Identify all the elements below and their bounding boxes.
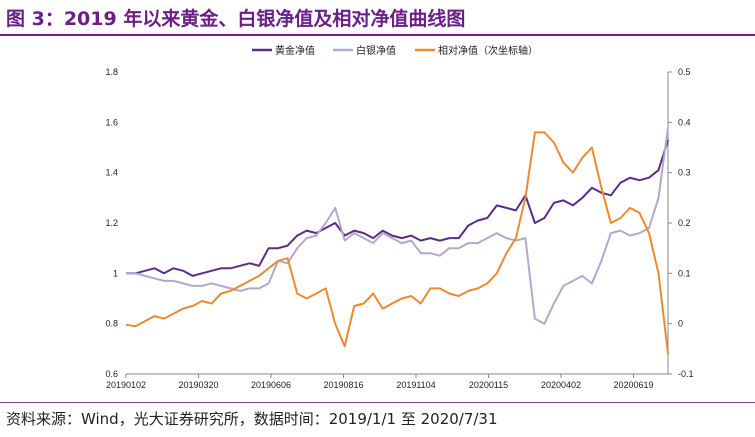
left-y-tick-label: 0.8 bbox=[105, 319, 118, 329]
footer-divider bbox=[0, 402, 755, 403]
x-tick-label: 20190816 bbox=[323, 380, 363, 390]
line-chart: 黄金净值 白银净值 相对净值（次坐标轴） 0.6 0.8 1 1.2 1.4 1.6 1.8 -0… bbox=[105, 44, 693, 390]
title-divider bbox=[0, 34, 755, 36]
source-note: 资料来源：Wind，光大证券研究所，数据时间：2019/1/1 至 2020/7… bbox=[6, 410, 498, 428]
legend-label-3: 相对净值（次坐标轴） bbox=[438, 44, 538, 57]
left-y-tick-label: 1.8 bbox=[105, 67, 118, 77]
left-y-tick-label: 1.6 bbox=[105, 117, 118, 127]
right-y-tick-label: 0.3 bbox=[678, 168, 691, 178]
legend-label-2: 白银净值 bbox=[356, 44, 396, 57]
right-y-tick-label: 0.1 bbox=[678, 268, 691, 278]
x-tick-label: 20190606 bbox=[251, 380, 291, 390]
figure-title: 图 3：2019 年以来黄金、白银净值及相对净值曲线图 bbox=[6, 8, 466, 30]
x-tick-label: 20190102 bbox=[106, 380, 146, 390]
chart-series bbox=[125, 127, 669, 355]
chart-legend: 黄金净值 白银净值 相对净值（次坐标轴） bbox=[252, 44, 538, 57]
series-line-2 bbox=[126, 127, 669, 325]
left-y-tick-label: 1.4 bbox=[105, 168, 118, 178]
left-y-tick-label: 1.2 bbox=[105, 218, 118, 228]
x-tick-label: 20190320 bbox=[178, 380, 218, 390]
series-line-3 bbox=[125, 131, 669, 355]
x-tick-label: 20191104 bbox=[396, 380, 435, 390]
right-y-tick-label: 0.2 bbox=[678, 218, 691, 228]
right-y-tick-label: 0.4 bbox=[678, 117, 691, 127]
legend-label-1: 黄金净值 bbox=[275, 44, 315, 57]
x-tick-label: 20200402 bbox=[541, 380, 581, 390]
series-line-1 bbox=[126, 139, 669, 277]
chart-axes: 0.6 0.8 1 1.2 1.4 1.6 1.8 -0.1 0 0.1 0.2 0.3 0.4 0.5 2… bbox=[105, 67, 693, 390]
right-y-tick-label: -0.1 bbox=[678, 369, 694, 379]
right-y-tick-label: 0 bbox=[678, 319, 683, 329]
left-y-tick-label: 0.6 bbox=[105, 369, 118, 379]
x-tick-label: 20200115 bbox=[469, 380, 508, 390]
right-y-tick-label: 0.5 bbox=[678, 67, 691, 77]
left-y-tick-label: 1 bbox=[113, 268, 118, 278]
x-tick-label: 20200619 bbox=[613, 380, 653, 390]
